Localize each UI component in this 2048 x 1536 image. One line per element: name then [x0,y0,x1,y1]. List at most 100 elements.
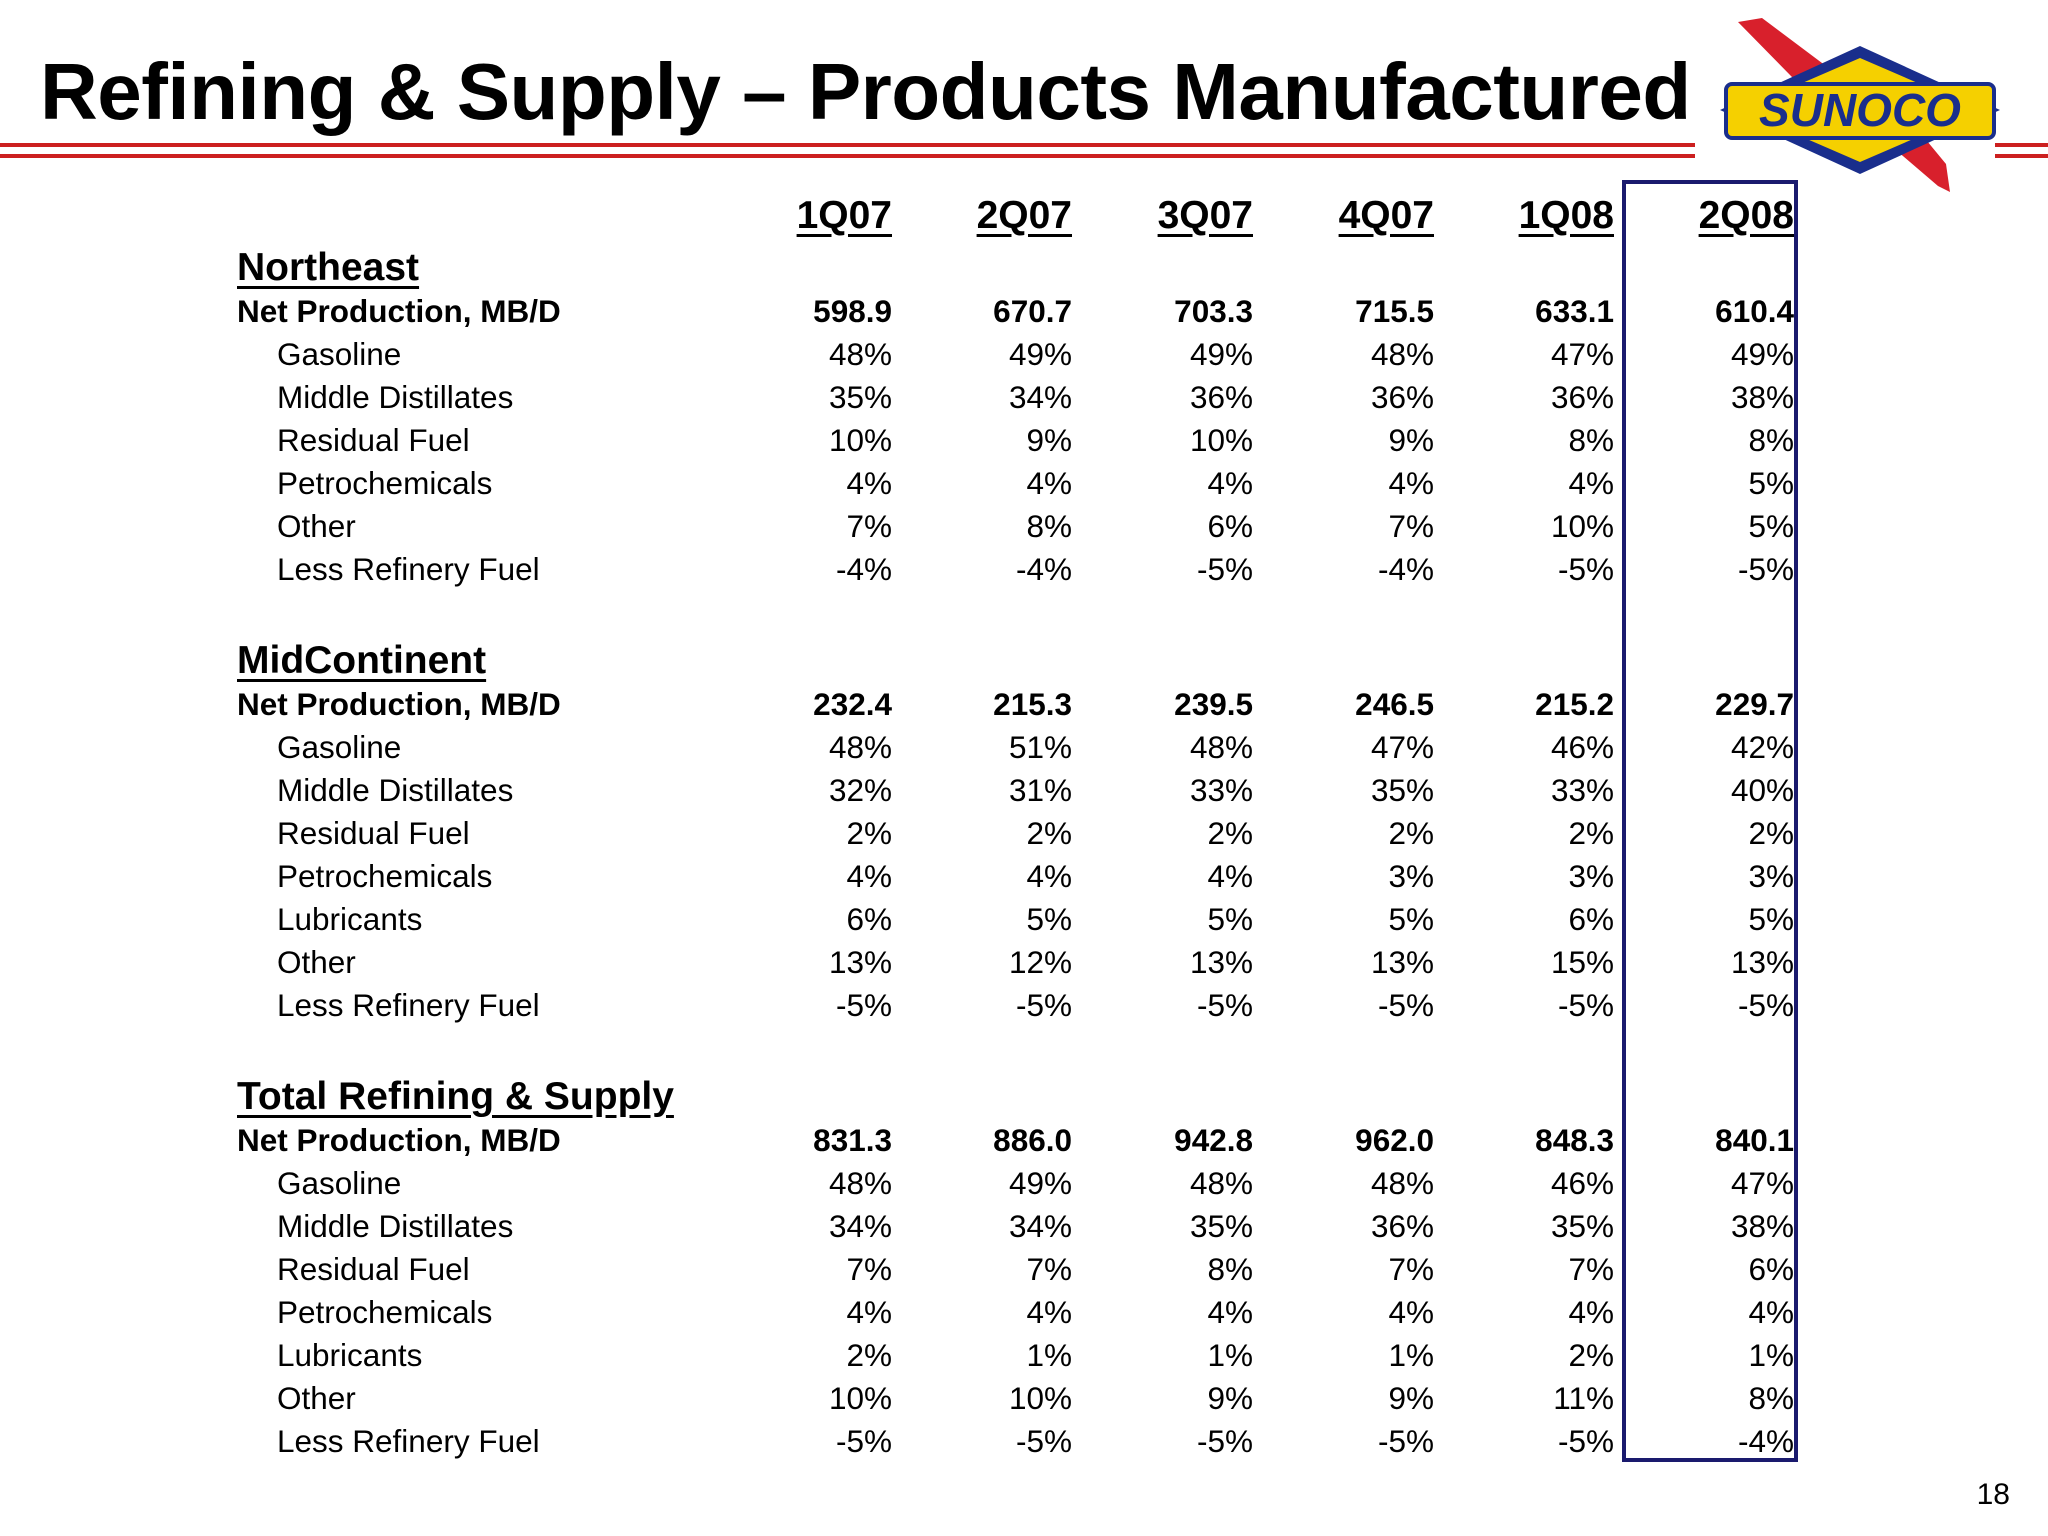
cell-2q08: 13% [1644,941,1794,984]
row-label: Net Production, MB/D [237,1119,561,1162]
cell-1q08: 35% [1464,1205,1614,1248]
cell-1q08: 6% [1464,898,1614,941]
row-label: Petrochemicals [277,1291,492,1334]
table-row: Less Refinery Fuel -4% -4% -5% -4% -5% -5% [0,548,2048,591]
table-row: Gasoline 48% 49% 49% 48% 47% 49% [0,333,2048,376]
cell-1q08: 848.3 [1464,1119,1614,1162]
cell-2q07: -4% [922,548,1072,591]
cell-2q07: 31% [922,769,1072,812]
row-label: Gasoline [277,726,401,769]
header-rule-top [0,143,1695,147]
cell-1q07: 34% [742,1205,892,1248]
row-label: Residual Fuel [277,812,470,855]
cell-3q07: 2% [1103,812,1253,855]
section-heading: Northeast [237,244,419,292]
cell-2q07: 1% [922,1334,1072,1377]
cell-3q07: -5% [1103,984,1253,1027]
cell-1q07: 2% [742,812,892,855]
cell-2q07: 10% [922,1377,1072,1420]
cell-1q08: 10% [1464,505,1614,548]
cell-2q08: 840.1 [1644,1119,1794,1162]
cell-1q08: 15% [1464,941,1614,984]
cell-2q07: 886.0 [922,1119,1072,1162]
cell-2q07: 2% [922,812,1072,855]
cell-1q08: 7% [1464,1248,1614,1291]
column-header-1q07: 1Q07 [742,192,892,240]
cell-2q08: 4% [1644,1291,1794,1334]
cell-4q07: 7% [1284,1248,1434,1291]
slide-title: Refining & Supply – Products Manufacture… [40,52,1691,132]
cell-1q07: 7% [742,1248,892,1291]
section-heading: Total Refining & Supply [237,1073,674,1121]
cell-2q08: -5% [1644,548,1794,591]
column-header-1q08: 1Q08 [1464,192,1614,240]
row-label: Residual Fuel [277,1248,470,1291]
row-label: Lubricants [277,898,422,941]
cell-3q07: 5% [1103,898,1253,941]
cell-2q07: 670.7 [922,290,1072,333]
table-row: Middle Distillates 34% 34% 35% 36% 35% 38% [0,1205,2048,1248]
cell-2q08: -4% [1644,1420,1794,1463]
cell-3q07: -5% [1103,1420,1253,1463]
cell-3q07: 6% [1103,505,1253,548]
cell-2q08: 2% [1644,812,1794,855]
cell-2q07: 34% [922,1205,1072,1248]
cell-1q07: 10% [742,419,892,462]
cell-2q08: 47% [1644,1162,1794,1205]
table-row: Residual Fuel 2% 2% 2% 2% 2% 2% [0,812,2048,855]
cell-3q07: 10% [1103,419,1253,462]
row-label: Less Refinery Fuel [277,984,540,1027]
cell-4q07: 48% [1284,1162,1434,1205]
cell-2q08: 5% [1644,462,1794,505]
cell-1q07: 4% [742,855,892,898]
cell-1q08: 36% [1464,376,1614,419]
row-label: Less Refinery Fuel [277,548,540,591]
cell-2q08: 5% [1644,505,1794,548]
table-row: Gasoline 48% 49% 48% 48% 46% 47% [0,1162,2048,1205]
cell-1q08: 215.2 [1464,683,1614,726]
cell-4q07: 962.0 [1284,1119,1434,1162]
cell-4q07: 4% [1284,1291,1434,1334]
row-label: Middle Distillates [277,769,513,812]
table-row: Lubricants 6% 5% 5% 5% 6% 5% [0,898,2048,941]
row-label: Other [277,941,356,984]
cell-1q08: 46% [1464,1162,1614,1205]
cell-2q07: -5% [922,1420,1072,1463]
table-row: Petrochemicals 4% 4% 4% 4% 4% 4% [0,1291,2048,1334]
table-row: Petrochemicals 4% 4% 4% 3% 3% 3% [0,855,2048,898]
cell-1q07: 2% [742,1334,892,1377]
cell-1q07: 4% [742,462,892,505]
cell-1q07: -5% [742,984,892,1027]
cell-3q07: 1% [1103,1334,1253,1377]
cell-1q08: 46% [1464,726,1614,769]
cell-3q07: 33% [1103,769,1253,812]
cell-1q07: 48% [742,1162,892,1205]
table-row: Middle Distillates 32% 31% 33% 35% 33% 40% [0,769,2048,812]
cell-2q08: 38% [1644,1205,1794,1248]
cell-4q07: 5% [1284,898,1434,941]
cell-4q07: 9% [1284,419,1434,462]
cell-1q08: 33% [1464,769,1614,812]
cell-1q08: 11% [1464,1377,1614,1420]
cell-4q07: 4% [1284,462,1434,505]
cell-3q07: 49% [1103,333,1253,376]
table-row: Middle Distillates 35% 34% 36% 36% 36% 38% [0,376,2048,419]
cell-1q07: 7% [742,505,892,548]
cell-3q07: -5% [1103,548,1253,591]
cell-3q07: 703.3 [1103,290,1253,333]
table-row: Lubricants 2% 1% 1% 1% 2% 1% [0,1334,2048,1377]
cell-2q07: 215.3 [922,683,1072,726]
table-row: Net Production, MB/D 598.9 670.7 703.3 715.5… [0,290,2048,333]
table-row: Residual Fuel 10% 9% 10% 9% 8% 8% [0,419,2048,462]
cell-2q07: 4% [922,1291,1072,1334]
cell-1q07: 4% [742,1291,892,1334]
cell-2q07: 5% [922,898,1072,941]
cell-2q07: 51% [922,726,1072,769]
cell-1q08: -5% [1464,1420,1614,1463]
cell-1q07: 48% [742,333,892,376]
cell-3q07: 9% [1103,1377,1253,1420]
cell-2q08: 229.7 [1644,683,1794,726]
cell-3q07: 13% [1103,941,1253,984]
column-header-4q07: 4Q07 [1284,192,1434,240]
cell-3q07: 8% [1103,1248,1253,1291]
